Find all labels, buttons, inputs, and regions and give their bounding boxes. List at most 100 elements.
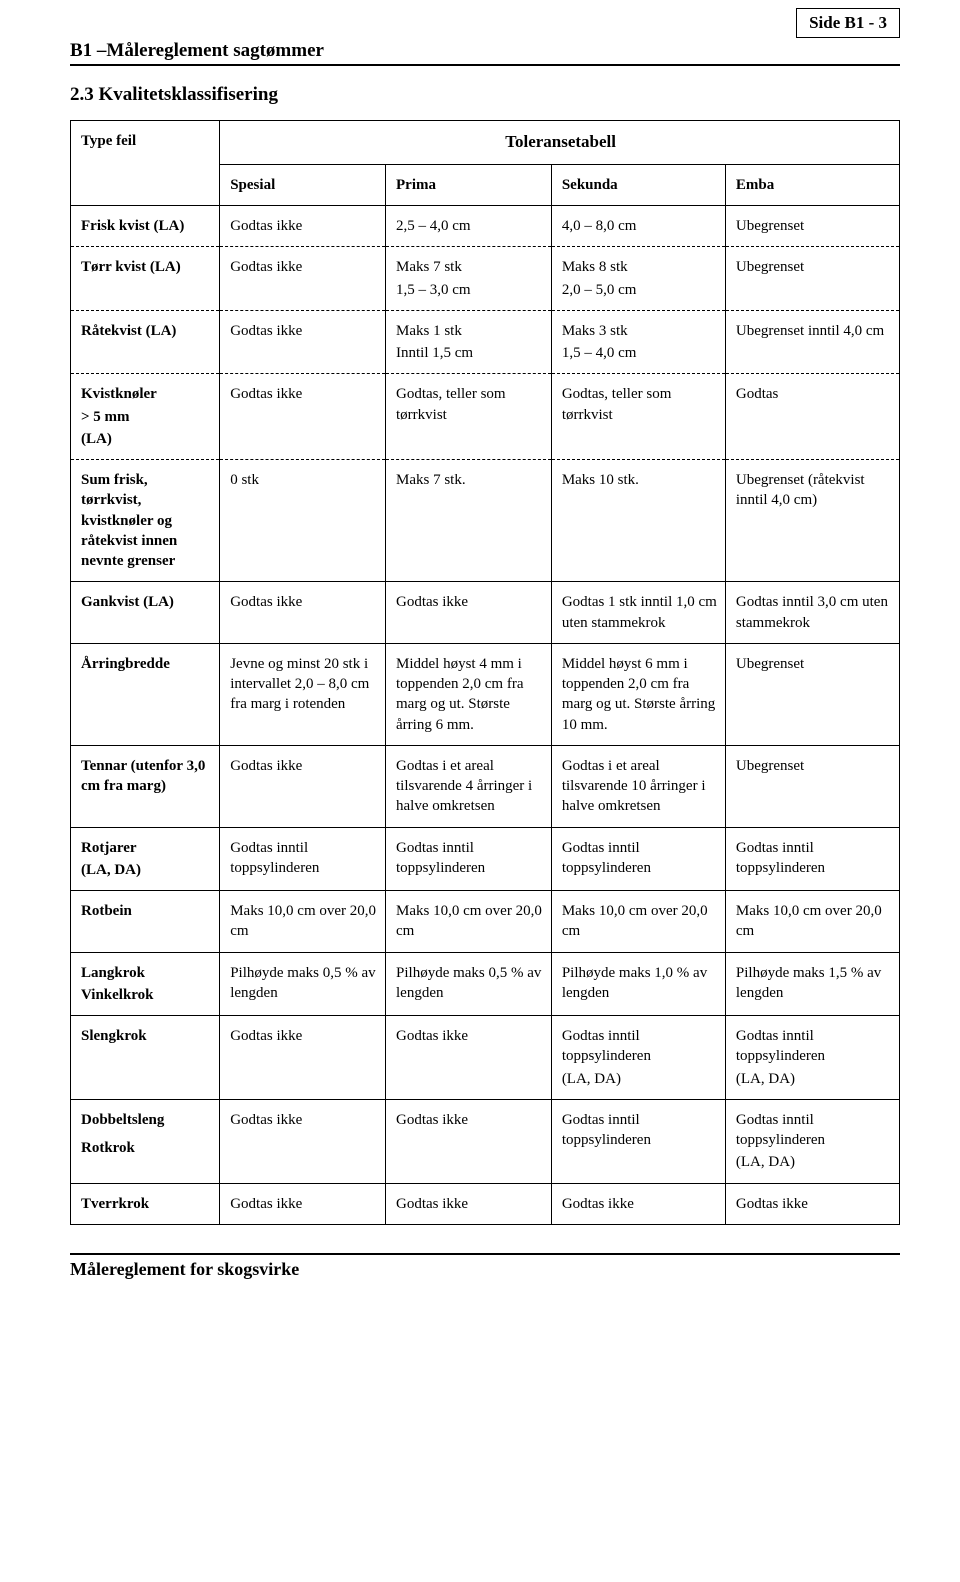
cell: Jevne og minst 20 stk i intervallet 2,0 …: [220, 643, 386, 745]
cell-line: Kvistknøler: [81, 386, 157, 402]
cell: Godtas inntil toppsylinderen (LA, DA): [725, 1016, 899, 1100]
cell: Godtas ikke: [220, 582, 386, 644]
cell-line: Godtas inntil toppsylinderen: [736, 1028, 825, 1064]
cell: Godtas ikke: [220, 1099, 386, 1183]
cell: Godtas, teller som tørrkvist: [386, 374, 552, 460]
row-label: Råtekvist (LA): [71, 310, 220, 374]
cell: Godtas i et areal tilsvarende 4 årringer…: [386, 745, 552, 827]
cell-line: (LA, DA): [736, 1069, 891, 1089]
cell-line: (LA, DA): [736, 1152, 891, 1172]
cell: Godtas ikke: [220, 1183, 386, 1224]
cell: Ubegrenset: [725, 643, 899, 745]
tolerance-table: Type feil Toleransetabell Spesial Prima …: [70, 120, 900, 1225]
cell: Godtas ikke: [386, 582, 552, 644]
cell: Godtas ikke: [386, 1016, 552, 1100]
cell: Godtas ikke: [386, 1183, 552, 1224]
cell: Godtas ikke: [220, 1016, 386, 1100]
cell: 4,0 – 8,0 cm: [551, 206, 725, 247]
row-label: Langkrok Vinkelkrok: [71, 952, 220, 1016]
side-tag: Side B1 - 3: [796, 8, 900, 38]
cell: Godtas ikke: [220, 310, 386, 374]
cell: Godtas: [725, 374, 899, 460]
toleransetabell-header: Toleransetabell: [220, 121, 900, 165]
cell: Pilhøyde maks 0,5 % av lengden: [220, 952, 386, 1016]
cell-line: (LA, DA): [81, 860, 211, 880]
cell: Godtas inntil toppsylinderen: [220, 827, 386, 891]
cell: 0 stk: [220, 460, 386, 582]
cell-line: Dobbeltsleng: [81, 1112, 164, 1128]
cell-line: Maks 1 stk: [396, 323, 462, 339]
cell: Ubegrenset: [725, 745, 899, 827]
row-label: Slengkrok: [71, 1016, 220, 1100]
type-feil-header: Type feil: [71, 121, 220, 206]
cell: Maks 3 stk 1,5 – 4,0 cm: [551, 310, 725, 374]
row-label: Rotjarer (LA, DA): [71, 827, 220, 891]
footer: Målereglement for skogsvirke: [70, 1253, 900, 1280]
cell: Ubegrenset (råtekvist inntil 4,0 cm): [725, 460, 899, 582]
table-row: Årringbredde Jevne og minst 20 stk i int…: [71, 643, 900, 745]
col-spesial: Spesial: [220, 164, 386, 205]
cell: Godtas inntil toppsylinderen: [725, 827, 899, 891]
cell-line: > 5 mm: [81, 407, 211, 427]
table-row: Rotbein Maks 10,0 cm over 20,0 cm Maks 1…: [71, 891, 900, 953]
cell-line: Vinkelkrok: [81, 985, 211, 1005]
cell-line: Maks 8 stk: [562, 259, 628, 275]
cell: Godtas inntil toppsylinderen (LA, DA): [725, 1099, 899, 1183]
cell: Pilhøyde maks 0,5 % av lengden: [386, 952, 552, 1016]
cell: Godtas inntil toppsylinderen: [551, 1099, 725, 1183]
cell: Godtas 1 stk inntil 1,0 cm uten stammekr…: [551, 582, 725, 644]
table-row: Frisk kvist (LA) Godtas ikke 2,5 – 4,0 c…: [71, 206, 900, 247]
table-row: Rotjarer (LA, DA) Godtas inntil toppsyli…: [71, 827, 900, 891]
cell: Maks 10,0 cm over 20,0 cm: [386, 891, 552, 953]
cell: Godtas ikke: [551, 1183, 725, 1224]
cell: Godtas inntil 3,0 cm uten stammekrok: [725, 582, 899, 644]
table-row: Sum frisk, tørrkvist, kvistknøler og råt…: [71, 460, 900, 582]
cell-line: Inntil 1,5 cm: [396, 343, 543, 363]
cell: Ubegrenset: [725, 206, 899, 247]
cell: Maks 10,0 cm over 20,0 cm: [725, 891, 899, 953]
cell: Maks 10 stk.: [551, 460, 725, 582]
cell-line: Maks 3 stk: [562, 323, 628, 339]
cell: Maks 7 stk 1,5 – 3,0 cm: [386, 247, 552, 311]
cell: Godtas, teller som tørrkvist: [551, 374, 725, 460]
page: Side B1 - 3 B1 –Målereglement sagtømmer …: [0, 0, 960, 1300]
table-row: Tørr kvist (LA) Godtas ikke Maks 7 stk 1…: [71, 247, 900, 311]
cell-line: Godtas inntil toppsylinderen: [736, 1112, 825, 1148]
cell: Ubegrenset inntil 4,0 cm: [725, 310, 899, 374]
cell-line: 1,5 – 3,0 cm: [396, 280, 543, 300]
row-label: Gankvist (LA): [71, 582, 220, 644]
cell: Godtas inntil toppsylinderen (LA, DA): [551, 1016, 725, 1100]
cell: Middel høyst 6 mm i toppenden 2,0 cm fra…: [551, 643, 725, 745]
cell-line: 2,0 – 5,0 cm: [562, 280, 717, 300]
col-prima: Prima: [386, 164, 552, 205]
cell: 2,5 – 4,0 cm: [386, 206, 552, 247]
cell: Maks 7 stk.: [386, 460, 552, 582]
row-label: Tverrkrok: [71, 1183, 220, 1224]
row-label: Årringbredde: [71, 643, 220, 745]
table-row: Gankvist (LA) Godtas ikke Godtas ikke Go…: [71, 582, 900, 644]
table-row: Langkrok Vinkelkrok Pilhøyde maks 0,5 % …: [71, 952, 900, 1016]
header-rule: [70, 64, 900, 66]
col-sekunda: Sekunda: [551, 164, 725, 205]
cell: Godtas i et areal tilsvarende 10 årringe…: [551, 745, 725, 827]
table-row: Råtekvist (LA) Godtas ikke Maks 1 stk In…: [71, 310, 900, 374]
cell: Godtas ikke: [220, 374, 386, 460]
table-row: Slengkrok Godtas ikke Godtas ikke Godtas…: [71, 1016, 900, 1100]
cell: Pilhøyde maks 1,5 % av lengden: [725, 952, 899, 1016]
cell: Maks 10,0 cm over 20,0 cm: [551, 891, 725, 953]
row-label: Kvistknøler > 5 mm (LA): [71, 374, 220, 460]
cell: Godtas ikke: [725, 1183, 899, 1224]
doc-header: B1 –Målereglement sagtømmer: [70, 40, 900, 62]
cell: Pilhøyde maks 1,0 % av lengden: [551, 952, 725, 1016]
cell-line: Rotjarer: [81, 840, 137, 856]
cell: Godtas ikke: [220, 206, 386, 247]
cell: Godtas inntil toppsylinderen: [551, 827, 725, 891]
row-label: Dobbeltsleng Rotkrok: [71, 1099, 220, 1183]
table-header-row: Type feil Toleransetabell: [71, 121, 900, 165]
cell-line: 1,5 – 4,0 cm: [562, 343, 717, 363]
table-row: Kvistknøler > 5 mm (LA) Godtas ikke Godt…: [71, 374, 900, 460]
cell-line: (LA, DA): [562, 1069, 717, 1089]
cell: Ubegrenset: [725, 247, 899, 311]
cell-line: (LA): [81, 429, 211, 449]
section-title: 2.3 Kvalitetsklassifisering: [70, 84, 900, 106]
